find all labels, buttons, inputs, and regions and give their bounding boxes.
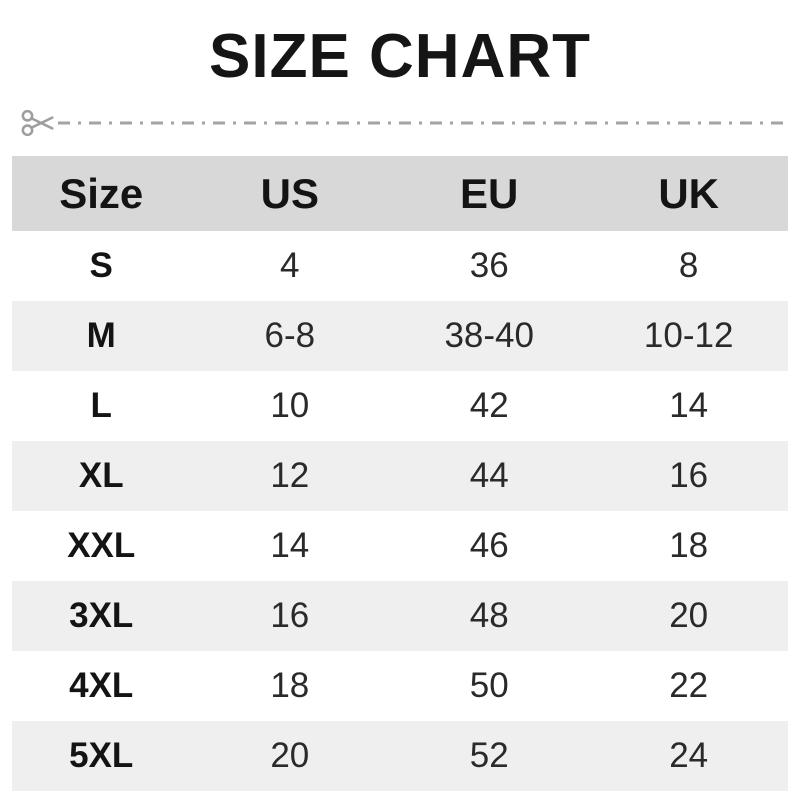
table-row: XXL 14 46 18 [12, 511, 788, 581]
size-label: XL [78, 456, 124, 495]
cut-line-divider [20, 106, 788, 140]
dash-dot-line [58, 121, 788, 125]
uk-value: 18 [669, 526, 709, 565]
uk-value: 14 [669, 386, 709, 425]
size-label: L [90, 386, 112, 425]
us-value: 16 [270, 596, 310, 635]
column-header-uk: UK [658, 169, 719, 217]
size-conversion-table: Size US EU UK S 4 36 8 M 6-8 38-40 10-12… [12, 156, 788, 791]
us-value: 12 [270, 456, 310, 495]
eu-value: 38-40 [444, 316, 534, 355]
eu-value: 42 [469, 386, 509, 425]
uk-value: 24 [669, 736, 709, 775]
size-label: S [89, 246, 113, 285]
us-value: 10 [270, 386, 310, 425]
column-header-us: US [260, 169, 319, 217]
size-label: XXL [67, 526, 136, 565]
uk-value: 10-12 [643, 316, 734, 355]
scissors-icon [21, 109, 54, 137]
eu-value: 48 [469, 596, 509, 635]
uk-value: 16 [669, 456, 709, 495]
header-row: Size US EU UK [12, 156, 788, 231]
table-row: 5XL 20 52 24 [12, 721, 788, 791]
column-header-eu: EU [460, 169, 519, 217]
table-row: L 10 42 14 [12, 371, 788, 441]
table-row: 3XL 16 48 20 [12, 581, 788, 651]
table-row: S 4 36 8 [12, 231, 788, 301]
column-header-size: Size [59, 169, 144, 217]
size-label: 3XL [69, 596, 134, 635]
uk-value: 8 [678, 246, 699, 285]
size-label: 4XL [69, 666, 134, 705]
eu-value: 36 [469, 246, 509, 285]
table-row: M 6-8 38-40 10-12 [12, 301, 788, 371]
eu-value: 52 [469, 736, 509, 775]
size-chart-page: SIZE CHART Size US EU UK S 4 [0, 26, 800, 800]
us-value: 20 [270, 736, 310, 775]
uk-value: 22 [669, 666, 709, 705]
eu-value: 46 [469, 526, 509, 565]
us-value: 18 [270, 666, 310, 705]
eu-value: 44 [469, 456, 509, 495]
us-value: 6-8 [264, 316, 316, 355]
size-label: 5XL [69, 736, 134, 775]
uk-value: 20 [669, 596, 709, 635]
table-row: XL 12 44 16 [12, 441, 788, 511]
eu-value: 50 [469, 666, 509, 705]
table-row: 4XL 18 50 22 [12, 651, 788, 721]
us-value: 14 [270, 526, 310, 565]
size-label: M [86, 316, 116, 355]
us-value: 4 [280, 246, 300, 285]
page-title: SIZE CHART [209, 22, 591, 91]
